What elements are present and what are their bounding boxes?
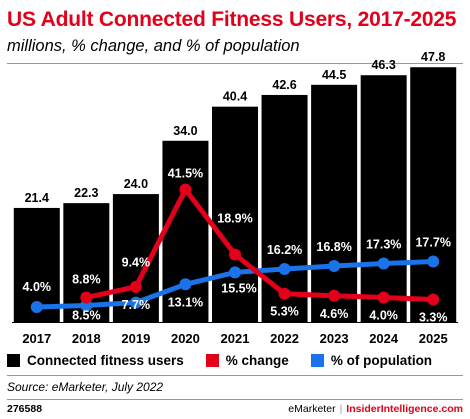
bar-label-2021: 40.4: [223, 90, 247, 104]
legend-swatch-2: [310, 353, 324, 367]
legend-item-2: % of population: [310, 352, 433, 368]
pct-change-point-2018: [80, 291, 93, 304]
x-tick-2025: 2025: [419, 331, 448, 345]
pct-population-label-2024: 17.3%: [366, 238, 401, 252]
pct-change-label-2019: 7.7%: [122, 298, 151, 312]
brand-separator: |: [339, 403, 343, 415]
legend-label-1: % change: [225, 352, 289, 368]
pct-population-label-2019: 9.4%: [122, 256, 151, 270]
pct-population-label-2021: 15.5%: [221, 281, 256, 295]
pct-population-label-2022: 16.2%: [267, 243, 302, 257]
legend-swatch-1: [205, 353, 219, 367]
insider-intelligence-brand: InsiderIntelligence.com: [346, 403, 463, 415]
bar-series: [13, 67, 457, 322]
pct-population-label-2025: 17.7%: [415, 236, 450, 250]
pct-change-point-2022: [278, 287, 291, 300]
pct-change-point-2023: [328, 289, 341, 302]
pct-change-point-2020: [179, 183, 192, 196]
chart-id: 276588: [7, 403, 43, 415]
legend-label-0: Connected fitness users: [27, 352, 184, 368]
pct-change-point-2019: [129, 280, 142, 293]
pct-change-line: [83, 186, 436, 302]
emarketer-brand: eMarketer: [288, 403, 336, 415]
x-tick-2018: 2018: [72, 331, 101, 345]
pct-population-label-2023: 16.8%: [316, 240, 351, 254]
pct-change-label-2024: 4.0%: [369, 308, 398, 322]
top-divider: [7, 63, 463, 64]
bar-2023: [311, 84, 358, 322]
pct-population-point-2025: [427, 255, 440, 268]
legend-item-1: % change: [205, 352, 289, 368]
pct-population-label-2020: 13.1%: [168, 295, 203, 309]
pct-change-point-2024: [377, 291, 390, 304]
legend-label-2: % of population: [330, 352, 433, 368]
x-tick-2022: 2022: [270, 331, 299, 345]
footer-brand: eMarketer | InsiderIntelligence.com: [288, 403, 463, 415]
pct-population-point-2021: [229, 266, 241, 279]
pct-population-point-2024: [377, 257, 390, 270]
pct-population-point-2019: [129, 296, 142, 309]
legend-item-0: Connected fitness users: [7, 353, 184, 368]
bar-label-2024: 46.3: [371, 58, 395, 72]
pct-change-label-2022: 5.3%: [270, 305, 299, 319]
footer-divider: [7, 399, 463, 400]
pct-change-label-2018: 8.5%: [72, 308, 101, 322]
pct-population-point-2022: [278, 262, 291, 275]
bar-label-2020: 34.0: [173, 124, 197, 138]
pct-change-point-2025: [427, 293, 440, 306]
pct-population-label-2017: 4.0%: [23, 280, 52, 294]
pct-population-point-2017: [30, 301, 43, 314]
pct-population-point-2023: [328, 260, 341, 273]
x-tick-2024: 2024: [369, 331, 399, 345]
pct-change-label-2023: 4.6%: [320, 307, 349, 321]
x-tick-2019: 2019: [121, 331, 150, 345]
chart-title: US Adult Connected Fitness Users, 2017-2…: [7, 8, 457, 31]
pct-change-label-2025: 3.3%: [419, 310, 448, 324]
bar-label-2022: 42.6: [272, 78, 296, 92]
source-divider: [7, 375, 463, 376]
combo-chart: 21.4 22.3 24.0 34.0 40.4 42.6 44.5 46.3 47.8 2017…: [12, 50, 458, 345]
x-tick-2021: 2021: [221, 331, 250, 345]
pct-change-point-2021: [229, 248, 241, 261]
source-note: Source: eMarketer, July 2022: [7, 380, 164, 394]
bar-label-2025: 47.8: [421, 50, 445, 64]
x-tick-2017: 2017: [22, 331, 51, 345]
bar-label-2023: 44.5: [322, 68, 346, 82]
chart-legend: Connected fitness users % change % of popu…: [7, 351, 454, 369]
chart-subtitle: millions, % change, and % of population: [7, 37, 300, 55]
pct-change-label-2020: 41.5%: [168, 166, 203, 180]
bar-2021: [212, 106, 258, 322]
bar-2024: [360, 75, 407, 322]
pct-population-point-2020: [179, 278, 192, 291]
x-tick-2020: 2020: [171, 331, 200, 345]
pct-population-label-2018: 8.8%: [72, 273, 101, 287]
x-tick-2023: 2023: [320, 331, 349, 345]
bar-label-2019: 24.0: [124, 177, 148, 191]
line-labels: 4.0% 8.8% 9.4% 13.1% 15.5% 16.2% 16.8% 17.3% 17.…: [23, 166, 451, 324]
pct-change-label-2021: 18.9%: [217, 212, 252, 226]
legend-swatch-0: [7, 353, 20, 367]
bar-label-2018: 22.3: [74, 186, 98, 200]
bar-2025: [410, 67, 457, 322]
x-axis-tick-labels: 2017 2018 2019 2020 2021 2022 2023 2024 2025: [22, 331, 447, 345]
bar-label-2017: 21.4: [25, 191, 49, 205]
bar-labels: 21.4 22.3 24.0 34.0 40.4 42.6 44.5 46.3 47.8: [25, 50, 446, 205]
